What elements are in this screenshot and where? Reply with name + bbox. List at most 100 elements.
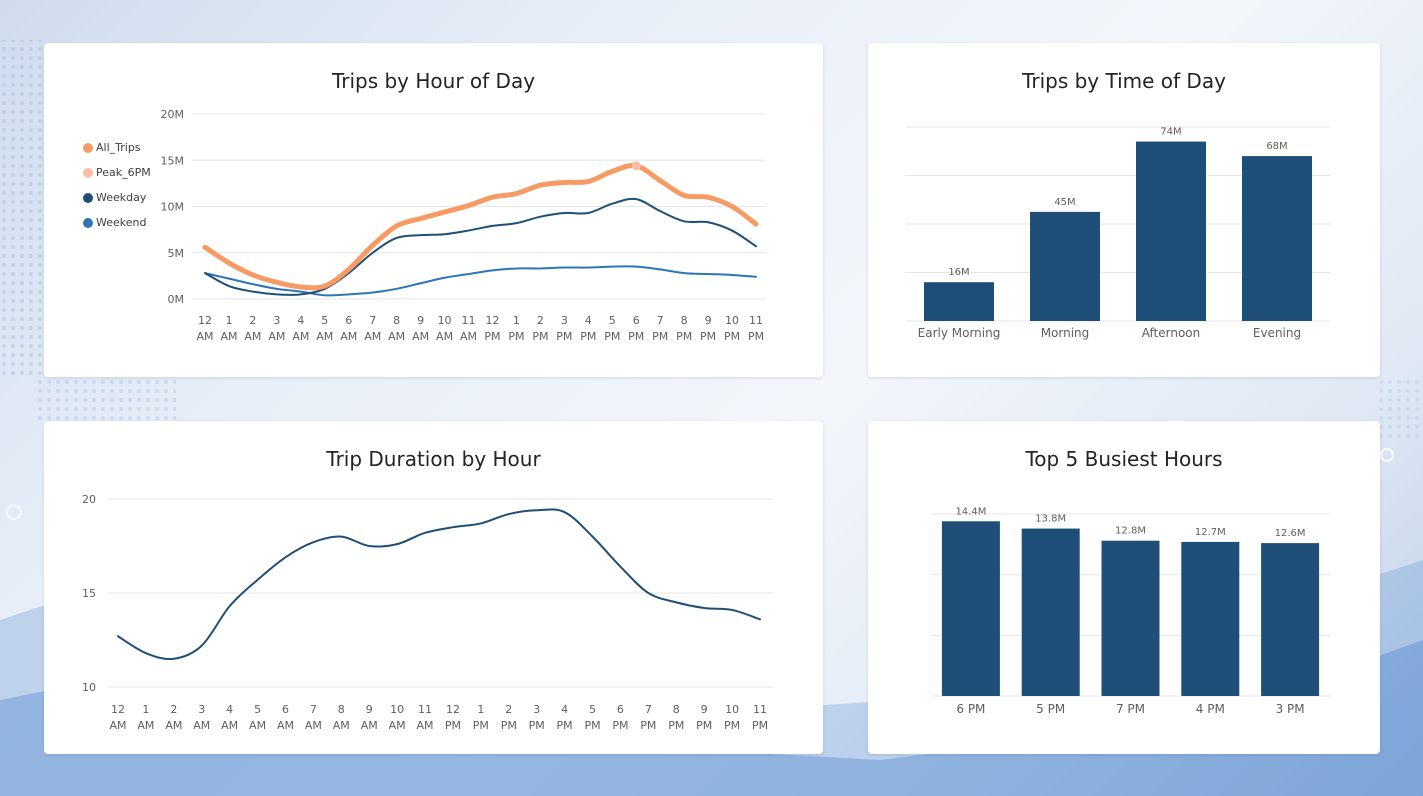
x-tick-label: AM (249, 719, 266, 732)
x-tick-label: AM (277, 719, 294, 732)
chart-title: Trips by Time of Day (1022, 69, 1226, 93)
x-tick-label: 2 (249, 314, 256, 327)
x-tick-label: AM (388, 330, 405, 343)
x-tick-label: AM (196, 330, 213, 343)
x-tick-label: 6 (633, 314, 640, 327)
x-tick-label: AM (389, 719, 406, 732)
x-tick-label: 7 PM (1116, 702, 1145, 716)
x-tick-label: 8 (393, 314, 400, 327)
x-tick-label: PM (584, 719, 600, 732)
x-tick-label: 7 (645, 703, 652, 716)
x-tick-label: 1 (513, 314, 520, 327)
x-tick-label: 6 (617, 703, 624, 716)
legend-marker (83, 167, 93, 178)
series-point-peak-6pm (631, 161, 641, 171)
x-tick-label: PM (612, 719, 628, 732)
data-label: 14.4M (955, 506, 986, 517)
legend-label: Peak_6PM (96, 166, 151, 179)
data-label: 13.8M (1035, 514, 1066, 525)
x-tick-label: PM (604, 330, 620, 343)
x-tick-label: PM (473, 719, 489, 732)
x-tick-label: 8 (673, 703, 680, 716)
x-tick-label: AM (412, 330, 429, 343)
data-label: 12.6M (1275, 528, 1306, 539)
trips-by-hour-card: Trips by Hour of Day All_Trips Peak_6PM … (44, 43, 823, 377)
legend-item-weekend[interactable]: Weekend (83, 210, 151, 235)
trips-by-time-of-day-card: Trips by Time of Day 16M Early Morning 45M… (868, 43, 1380, 377)
legend-marker (83, 217, 93, 228)
x-tick-label: Morning (1041, 326, 1090, 340)
chart-title: Top 5 Busiest Hours (1025, 447, 1223, 471)
series-line-value (117, 508, 761, 661)
x-tick-label: AM (364, 330, 381, 343)
x-tick-label: 8 (338, 703, 345, 716)
series-line-all-trips (202, 162, 759, 291)
x-tick-label: 3 (533, 703, 540, 716)
data-label: 74M (1160, 127, 1181, 138)
x-tick-label: 7 (657, 314, 664, 327)
x-tick-label: PM (748, 330, 764, 343)
x-tick-label: 9 (705, 314, 712, 327)
x-tick-label: PM (696, 719, 712, 732)
legend-item-all-trips[interactable]: All_Trips (83, 135, 151, 160)
x-tick-label: PM (501, 719, 517, 732)
x-tick-label: 10 (725, 314, 739, 327)
x-tick-label: 11 (418, 703, 432, 716)
x-tick-label: PM (668, 719, 684, 732)
x-tick-label: 2 (505, 703, 512, 716)
x-tick-label: PM (557, 719, 573, 732)
x-tick-label: 11 (462, 314, 476, 327)
bar (1242, 156, 1312, 321)
x-tick-label: 5 PM (1036, 702, 1065, 716)
x-tick-label: 8 (681, 314, 688, 327)
x-tick-label: PM (652, 330, 668, 343)
y-tick-label: 15 (82, 587, 96, 600)
x-tick-label: AM (137, 719, 154, 732)
y-tick-label: 0M (168, 293, 185, 306)
x-tick-label: 9 (701, 703, 708, 716)
chart-legend: All_Trips Peak_6PM Weekday Weekend (83, 135, 151, 235)
x-tick-label: PM (724, 719, 740, 732)
x-tick-label: AM (340, 330, 357, 343)
y-tick-label: 15M (161, 154, 185, 167)
bar (941, 521, 1000, 696)
x-tick-label: 4 (297, 314, 304, 327)
legend-item-weekday[interactable]: Weekday (83, 185, 151, 210)
x-tick-label: Evening (1253, 326, 1301, 340)
x-tick-label: PM (700, 330, 716, 343)
x-tick-label: PM (628, 330, 644, 343)
x-tick-label: 3 (561, 314, 568, 327)
x-tick-label: AM (244, 330, 261, 343)
bar (1181, 541, 1240, 696)
x-tick-label: Early Morning (918, 326, 1001, 340)
y-tick-label: 10M (161, 201, 185, 214)
x-tick-label: 3 (273, 314, 280, 327)
chart-title: Trip Duration by Hour (326, 447, 541, 471)
bar (1261, 543, 1320, 696)
legend-label: Weekend (96, 216, 147, 229)
y-tick-label: 20 (82, 493, 96, 506)
x-tick-label: 5 (609, 314, 616, 327)
x-tick-label: AM (305, 719, 322, 732)
trip-duration-plot: 20151012AM1AM2AM3AM4AM5AM6AM7AM8AM9AM10A… (82, 493, 773, 732)
x-tick-label: PM (676, 330, 692, 343)
x-tick-label: 10 (725, 703, 739, 716)
x-tick-label: 9 (417, 314, 424, 327)
x-tick-label: AM (193, 719, 210, 732)
x-tick-label: 11 (753, 703, 767, 716)
legend-item-peak-6pm[interactable]: Peak_6PM (83, 160, 151, 185)
x-tick-label: AM (268, 330, 285, 343)
x-tick-label: 2 (537, 314, 544, 327)
x-tick-label: 5 (321, 314, 328, 327)
x-tick-label: Afternoon (1142, 326, 1201, 340)
x-tick-label: AM (109, 719, 126, 732)
y-tick-label: 5M (168, 247, 185, 260)
data-label: 16M (948, 267, 969, 278)
y-tick-label: 20M (161, 108, 185, 121)
x-tick-label: 5 (254, 703, 261, 716)
x-tick-label: 7 (369, 314, 376, 327)
x-tick-label: AM (220, 330, 237, 343)
trips-by-time-of-day-plot: 16M Early Morning 45M Morning 74M Afternoon 68… (906, 126, 1330, 340)
x-tick-label: 4 (561, 703, 568, 716)
bar (1030, 211, 1100, 321)
